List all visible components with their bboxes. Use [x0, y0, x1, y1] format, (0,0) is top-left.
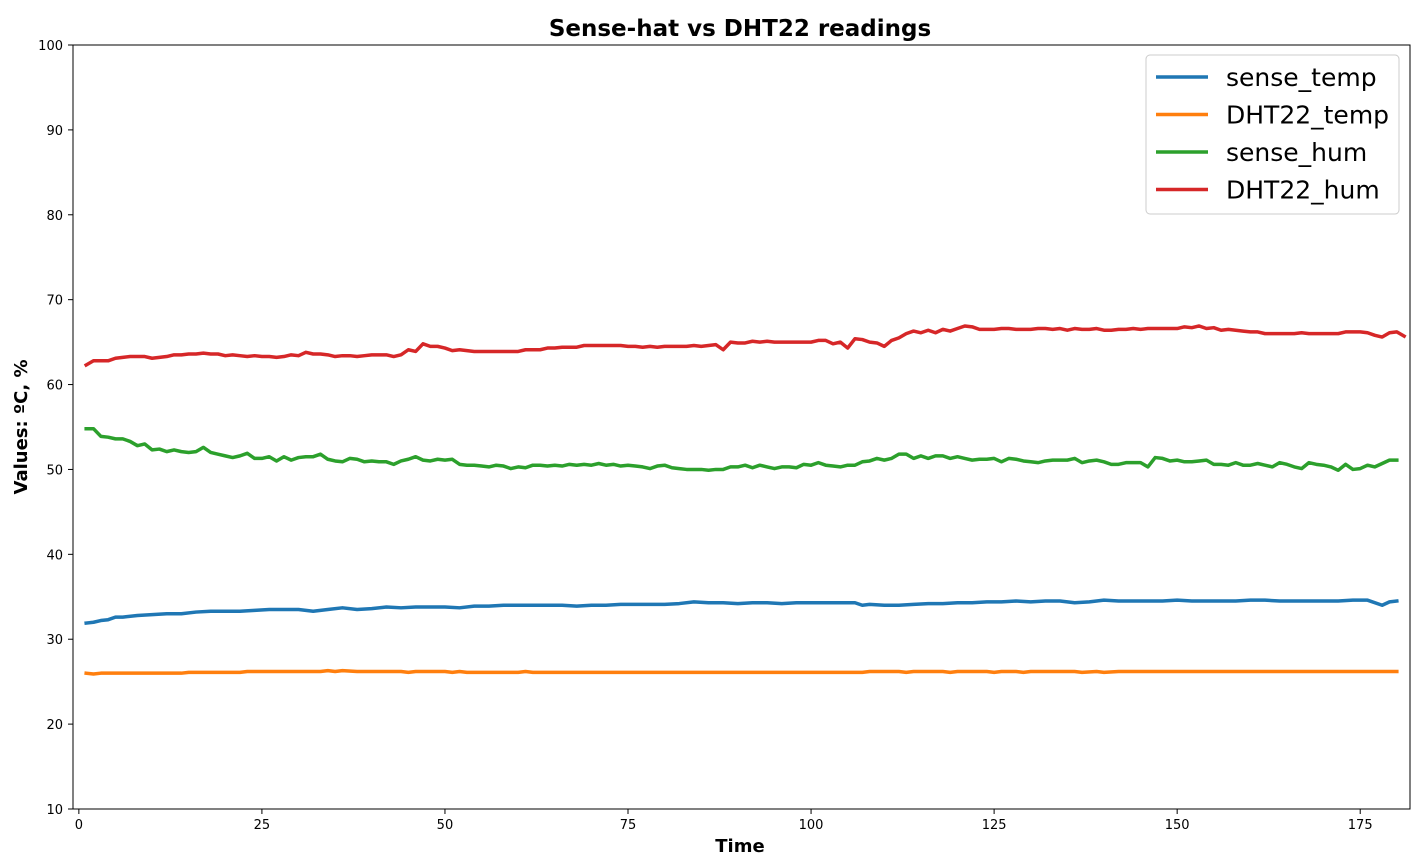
x-tick-label: 50	[437, 818, 454, 833]
y-tick-label: 50	[46, 463, 63, 478]
x-tick-label: 125	[982, 818, 1007, 833]
legend-label-DHT22_hum: DHT22_hum	[1226, 176, 1380, 205]
legend-label-sense_temp: sense_temp	[1226, 63, 1377, 92]
y-tick-label: 60	[46, 379, 63, 394]
chart-title: Sense-hat vs DHT22 readings	[549, 16, 931, 42]
x-axis-ticks: 0 25 50 75 100 125 150 175	[75, 809, 1373, 833]
y-tick-label: 90	[46, 124, 63, 139]
series-line-sense_temp	[84, 598, 1399, 626]
y-tick-label: 40	[46, 548, 63, 563]
legend: sense_temp DHT22_temp sense_hum DHT22_hum	[1145, 54, 1400, 215]
legend-label-DHT22_temp: DHT22_temp	[1226, 101, 1389, 130]
series-line-sense_hum	[84, 426, 1399, 473]
y-tick-label: 10	[46, 803, 63, 818]
y-axis-ticks: 10 20 30 40 50 60 70 80 90 100	[38, 39, 73, 818]
x-tick-label: 100	[799, 818, 824, 833]
y-axis-title: Values: ºC, %	[11, 360, 32, 495]
series-line-DHT22_hum	[83, 324, 1407, 368]
x-tick-label: 75	[620, 818, 637, 833]
plot-lines	[83, 324, 1407, 676]
x-tick-label: 25	[254, 818, 271, 833]
y-tick-label: 20	[46, 718, 63, 733]
x-tick-label: 0	[75, 818, 83, 833]
series-line-DHT22_temp	[84, 668, 1399, 676]
plot-frame	[72, 44, 1411, 810]
y-tick-label: 80	[46, 209, 63, 224]
x-tick-label: 175	[1348, 818, 1373, 833]
x-axis-title: Time	[715, 836, 764, 857]
legend-label-sense_hum: sense_hum	[1226, 138, 1367, 167]
x-tick-label: 150	[1165, 818, 1190, 833]
y-tick-label: 30	[46, 633, 63, 648]
legend-box	[1145, 54, 1400, 215]
y-tick-label: 70	[46, 294, 63, 309]
y-tick-label: 100	[38, 39, 63, 54]
